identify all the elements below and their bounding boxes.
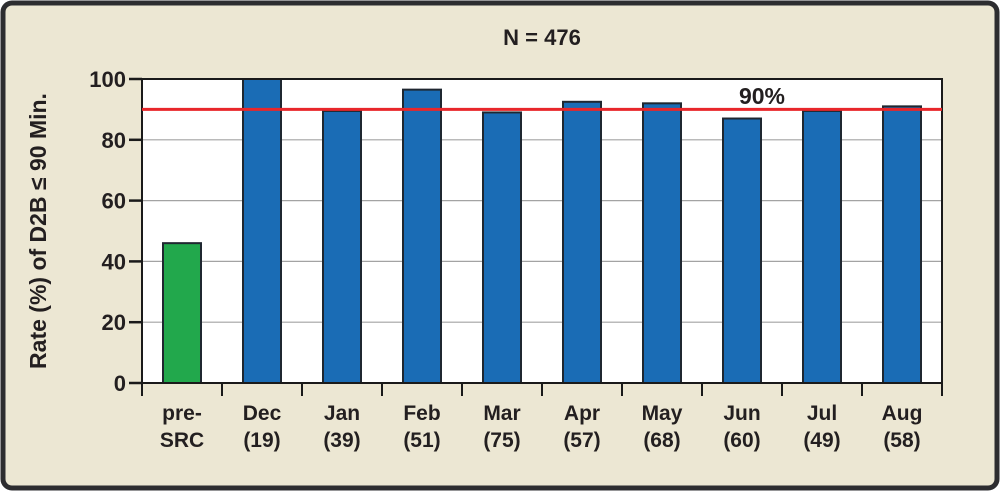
x-category-label: Dec <box>243 402 282 425</box>
plot-frame <box>141 78 943 384</box>
x-category-label: Jul <box>807 402 837 425</box>
x-category-label: Jan <box>324 402 360 425</box>
bar <box>642 102 682 384</box>
x-category-label: Apr <box>564 402 600 425</box>
y-tick-label: 0 <box>114 371 126 396</box>
y-axis-label: Rate (%) of D2B ≤ 90 Min. <box>25 93 51 369</box>
x-category-sublabel: (51) <box>403 429 440 452</box>
x-category-sublabel: (57) <box>563 429 600 452</box>
y-tick-label: 60 <box>102 189 126 214</box>
y-tick-label: 20 <box>102 310 126 335</box>
chart-title: N = 476 <box>503 25 581 50</box>
bar <box>242 78 282 384</box>
bar <box>322 109 362 384</box>
bar <box>802 109 842 384</box>
bar <box>162 242 202 384</box>
bar <box>722 117 762 385</box>
x-category-label: Aug <box>882 402 923 425</box>
x-category-sublabel: (60) <box>723 429 760 452</box>
x-category-sublabel: (49) <box>803 429 840 452</box>
reference-line-label: 90% <box>739 83 785 109</box>
y-tick-label: 100 <box>89 67 126 92</box>
x-category-sublabel: (68) <box>643 429 680 452</box>
x-category-label: Jun <box>723 402 760 425</box>
x-category-sublabel: (58) <box>883 429 920 452</box>
y-tick-label: 80 <box>102 128 126 153</box>
bar <box>562 100 602 385</box>
bar <box>402 88 442 384</box>
bar <box>882 105 922 385</box>
bar <box>482 111 522 384</box>
y-tick-label: 40 <box>102 249 126 274</box>
x-category-sublabel: (75) <box>483 429 520 452</box>
x-category-sublabel: SRC <box>160 429 204 452</box>
x-category-label: May <box>642 402 683 425</box>
x-category-label: Mar <box>483 402 520 425</box>
x-category-label: Feb <box>403 402 440 425</box>
x-category-sublabel: (39) <box>323 429 360 452</box>
x-category-sublabel: (19) <box>243 429 280 452</box>
x-category-label: pre- <box>162 402 202 425</box>
plot-area: 0 20 40 60 80 100 pre- SRC Dec (19) Jan (39) Feb (51)… <box>89 67 943 452</box>
